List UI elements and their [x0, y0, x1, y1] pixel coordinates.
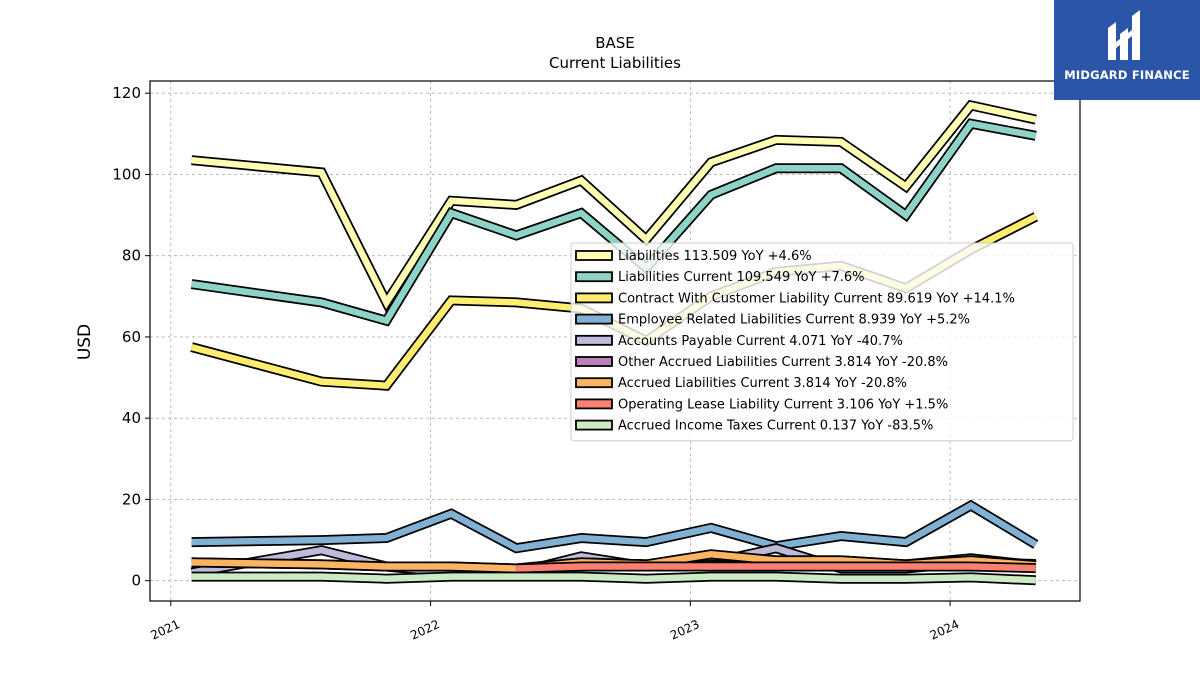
legend-swatch — [575, 419, 613, 431]
x-tick-label: 2023 — [668, 617, 702, 643]
y-tick-label: 80 — [122, 247, 141, 265]
series-accrued-income-taxes-current — [191, 571, 1037, 586]
series-employee-related-liabilities-current — [191, 499, 1039, 554]
legend-item: Accrued Income Taxes Current 0.137 YoY -… — [575, 419, 933, 434]
legend-swatch — [575, 398, 613, 410]
legend-item: Liabilities 113.509 YoY +4.6% — [575, 249, 812, 264]
series-line — [191, 573, 1036, 584]
logo-mark-icon — [1108, 10, 1140, 60]
series-line — [516, 563, 1036, 572]
legend: Liabilities 113.509 YoY +4.6% Liabilities… — [570, 242, 1074, 442]
x-tick-label: 2021 — [148, 617, 182, 643]
legend-label: Liabilities Current 109.549 YoY +7.6% — [618, 270, 865, 285]
legend-label: Accrued Income Taxes Current 0.137 YoY -… — [618, 419, 933, 434]
legend-box — [570, 242, 1074, 442]
legend-swatch — [575, 271, 613, 283]
legend-item: Contract With Customer Liability Current… — [575, 291, 1015, 306]
y-tick-label: 20 — [122, 490, 141, 508]
y-tick-label: 0 — [131, 572, 141, 590]
legend-item: Employee Related Liabilities Current 8.9… — [575, 313, 970, 328]
plot-frame — [149, 80, 1081, 602]
legend-item: Other Accrued Liabilities Current 3.814 … — [575, 355, 948, 370]
series-line — [191, 501, 1038, 552]
y-tick-label: 120 — [112, 84, 141, 102]
logo-text: MIDGARD FINANCE — [1064, 68, 1190, 82]
brand-logo: MIDGARD FINANCE — [1054, 0, 1200, 100]
legend-label: Accrued Liabilities Current 3.814 YoY -2… — [618, 376, 907, 391]
legend-label: Contract With Customer Liability Current… — [618, 291, 1015, 306]
x-tick-label: 2024 — [928, 617, 962, 643]
legend-swatch — [575, 377, 613, 389]
legend-swatch — [575, 356, 613, 367]
legend-label: Liabilities 113.509 YoY +4.6% — [618, 249, 812, 264]
series-operating-lease-liability-current — [516, 561, 1036, 574]
series-layer — [190, 99, 1039, 586]
legend-label: Accounts Payable Current 4.071 YoY -40.7… — [618, 334, 903, 349]
legend-swatch — [575, 334, 613, 346]
legend-label: Other Accrued Liabilities Current 3.814 … — [618, 355, 948, 370]
legend-item: Operating Lease Liability Current 3.106 … — [575, 397, 948, 412]
chart-subtitle: Current Liabilities — [549, 54, 681, 72]
legend-item: Accounts Payable Current 4.071 YoY -40.7… — [575, 334, 903, 349]
x-tick-label: 2022 — [408, 617, 442, 643]
legend-item: Liabilities Current 109.549 YoY +7.6% — [575, 270, 865, 285]
legend-swatch — [575, 292, 613, 304]
y-axis-label: USD — [75, 324, 95, 360]
legend-label: Employee Related Liabilities Current 8.9… — [618, 313, 970, 328]
chart-title: BASE — [595, 34, 635, 52]
y-tick-label: 100 — [112, 165, 141, 183]
y-tick-label: 40 — [122, 409, 141, 427]
legend-swatch — [575, 313, 613, 325]
y-tick-label: 60 — [122, 328, 141, 346]
legend-swatch — [575, 250, 613, 261]
series-liabilities — [191, 99, 1037, 313]
legend-item: Accrued Liabilities Current 3.814 YoY -2… — [575, 376, 907, 391]
legend-label: Operating Lease Liability Current 3.106 … — [618, 397, 948, 412]
